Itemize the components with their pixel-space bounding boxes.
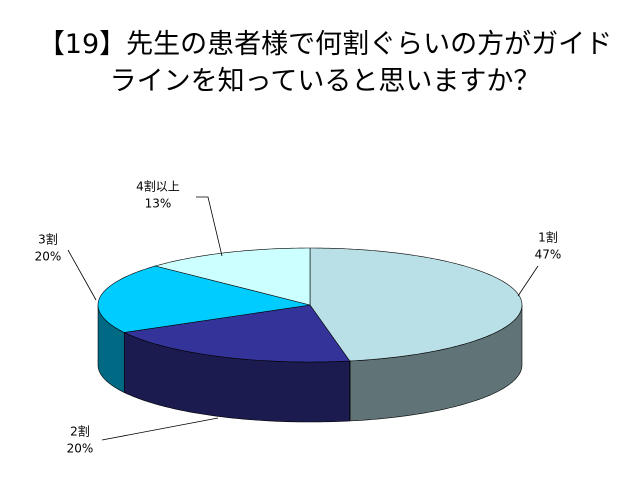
pie-slice <box>123 304 351 363</box>
chart-title: 【19】先生の患者様で何割ぐらいの方がガイドラインを知っていると思いますか？ <box>37 29 613 97</box>
leader-line <box>196 196 223 257</box>
category-label: 1割 <box>538 230 558 245</box>
value-label: 47% <box>535 248 562 262</box>
category-label: 4割以上 <box>136 179 180 194</box>
pie-slice <box>97 265 311 333</box>
leader-line <box>67 249 97 301</box>
category-label: 2割 <box>70 424 90 439</box>
leader-line <box>101 417 219 441</box>
value-label: 20% <box>35 250 62 264</box>
pie-slice <box>309 247 523 362</box>
value-label: 20% <box>67 442 94 456</box>
value-label: 13% <box>145 197 172 211</box>
leader-line <box>517 265 539 297</box>
pie-slice <box>154 247 311 306</box>
category-label: 3割 <box>38 232 58 247</box>
